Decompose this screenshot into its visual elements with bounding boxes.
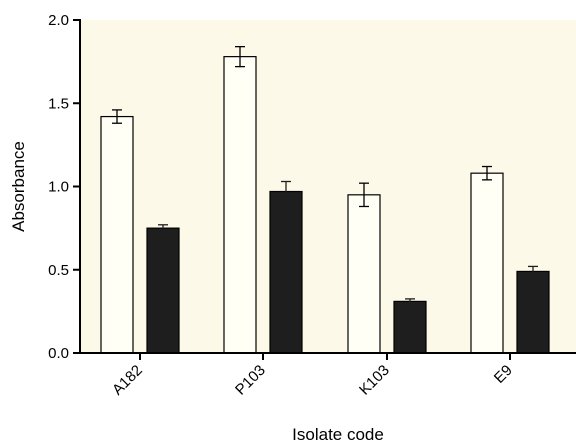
- y-axis-ticks: 0.0 0.5 1.0 1.5 2.0: [48, 12, 80, 362]
- bar-filled-k103: [393, 300, 427, 354]
- error-bars-layer: [112, 45, 538, 305]
- x-tick-label-a182: A182: [109, 362, 146, 399]
- bar-filled-p103: [269, 190, 303, 354]
- x-tick-label-k103: K103: [356, 362, 393, 399]
- bar-filled-e9: [516, 270, 550, 354]
- error-bar-open-a182: [112, 109, 122, 124]
- y-tick-label: 0.5: [48, 262, 69, 279]
- bar-open-k103: [347, 194, 381, 354]
- bar-open-a182: [100, 115, 134, 354]
- y-tick-label: 1.5: [48, 95, 69, 112]
- y-tick-label: 1.0: [48, 179, 69, 196]
- error-bar-filled-a182: [158, 224, 168, 233]
- error-bar-open-p103: [235, 45, 245, 68]
- bar-filled-a182: [146, 227, 180, 354]
- bar-open-e9: [470, 172, 504, 354]
- y-tick-label: 0.0: [48, 345, 69, 362]
- x-axis-ticks: A182 P103 K103 E9: [109, 353, 516, 399]
- error-bar-filled-p103: [281, 180, 291, 203]
- y-tick-label: 2.0: [48, 12, 69, 29]
- x-axis-title: Isolate code: [292, 425, 384, 444]
- x-tick-label-p103: P103: [232, 362, 269, 399]
- error-bar-open-k103: [359, 182, 369, 208]
- bar-open-p103: [223, 56, 257, 354]
- error-bar-filled-k103: [405, 298, 415, 305]
- x-tick-label-e9: E9: [491, 362, 516, 387]
- error-bar-open-e9: [482, 165, 492, 181]
- error-bar-filled-e9: [528, 265, 538, 278]
- y-axis-title: Absorbance: [9, 141, 28, 232]
